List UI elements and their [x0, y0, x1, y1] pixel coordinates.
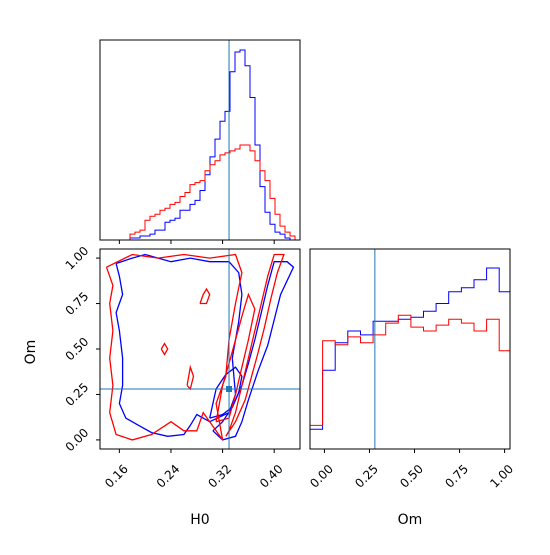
- contour-y-tick-label-1: 0.25: [63, 380, 92, 409]
- hist-H0-step-series-0: [100, 49, 300, 241]
- contour-lines: [105, 253, 295, 441]
- hist-Om-x-tick-label-4: 1.00: [487, 462, 516, 491]
- contour-line-6: [199, 287, 211, 305]
- contour-x-tick-label-3: 0.40: [257, 462, 286, 491]
- hist-H0-panel: [99, 39, 301, 244]
- contour-y-tick-label-0: 0.00: [63, 426, 92, 455]
- contour-line-3: [225, 253, 285, 437]
- x-axis-label-Om: Om: [398, 512, 423, 528]
- contour-x-tick-label-1: 0.24: [154, 462, 183, 491]
- hist-Om-series: [309, 267, 511, 449]
- contour-line-7: [160, 342, 169, 356]
- contour-panel: 0.16 0.24 0.32 0.40 0.00 0.25 0.50 0.75 1.00 H0…: [23, 244, 301, 528]
- contour-y-tick-label-3: 0.75: [63, 289, 92, 318]
- hist-H0-frame: [99, 39, 301, 241]
- contour-x-ticks: 0.16 0.24 0.32 0.40: [102, 449, 286, 491]
- contour-frame: [99, 248, 301, 450]
- hist-H0-step-series-1: [100, 144, 300, 241]
- hist-Om-x-tick-label-2: 0.50: [397, 462, 426, 491]
- hist-Om-x-ticks: 0.00 0.25 0.50 0.75 1.00: [307, 449, 516, 491]
- contour-x-tick-label-2: 0.32: [205, 462, 234, 491]
- hist-Om-step-series-0: [309, 267, 511, 449]
- contour-line-1: [209, 366, 243, 419]
- hist-Om-x-tick-label-3: 0.75: [442, 462, 471, 491]
- contour-line-8: [186, 364, 195, 391]
- x-axis-label-H0: H0: [190, 512, 209, 528]
- hist-H0-ticks: [118, 240, 275, 244]
- contour-line-2: [115, 253, 243, 437]
- contour-truth-lines: [100, 249, 300, 449]
- hist-Om-step-series-1: [309, 314, 511, 449]
- hist-Om-panel: 0.00 0.25 0.50 0.75 1.00 Om: [307, 248, 516, 528]
- contour-truth-marker: [226, 386, 233, 392]
- contour-y-tick-label-2: 0.50: [63, 335, 92, 364]
- hist-Om-x-tick-label-0: 0.00: [307, 462, 336, 491]
- contour-y-tick-label-4: 1.00: [63, 244, 92, 273]
- contour-y-ticks: 0.00 0.25 0.50 0.75 1.00: [63, 244, 100, 455]
- hist-Om-frame: [309, 248, 511, 450]
- hist-H0-series: [100, 49, 300, 241]
- contour-line-5: [105, 253, 243, 441]
- hist-Om-x-tick-label-1: 0.25: [352, 462, 381, 491]
- contour-x-tick-label-0: 0.16: [102, 462, 131, 491]
- y-axis-label-Om: Om: [23, 340, 39, 365]
